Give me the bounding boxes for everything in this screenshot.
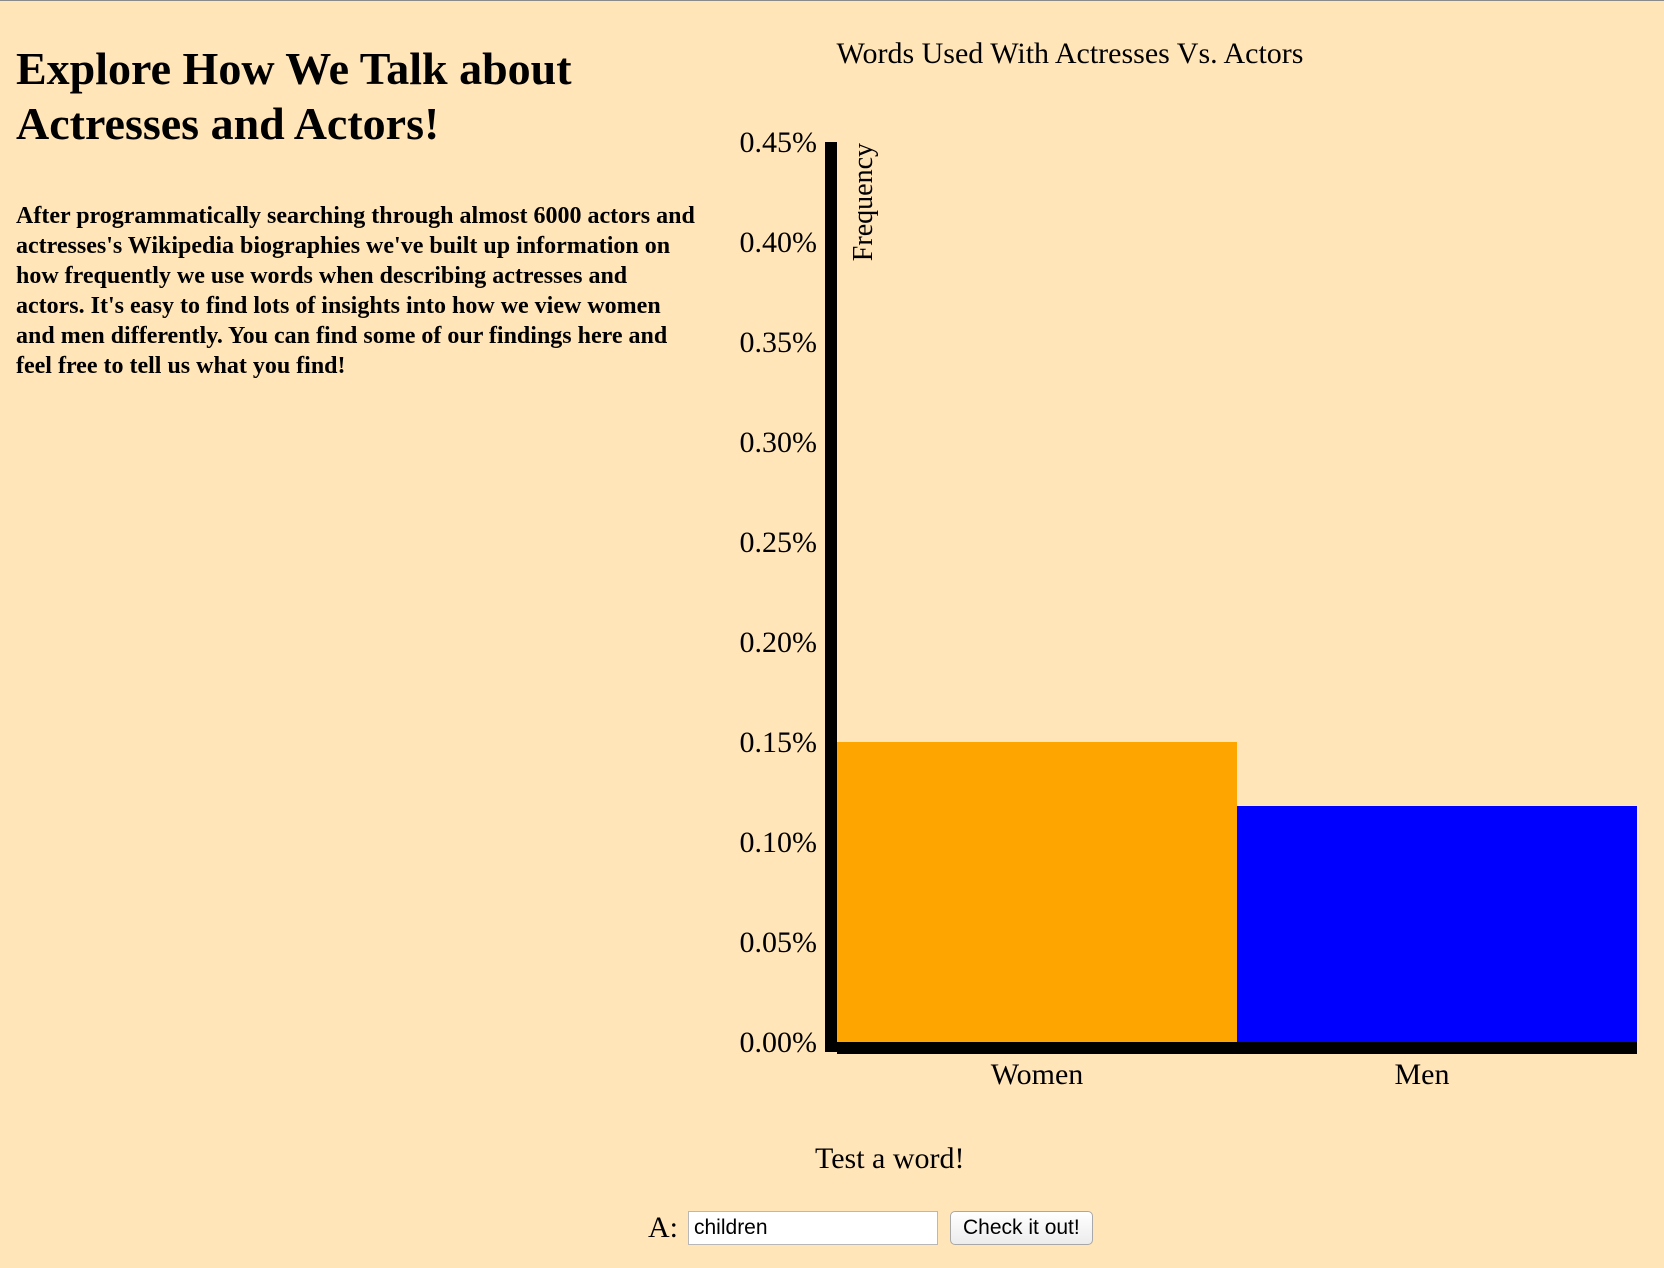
x-axis-labels: Women Men [991, 1058, 1450, 1091]
y-tick-label: 0.20% [740, 626, 818, 659]
y-tick-label: 0.15% [740, 726, 818, 759]
word-input[interactable] [688, 1211, 938, 1245]
y-tick-label: 0.35% [740, 326, 818, 359]
word-form: A: Check it out! [648, 1211, 1093, 1245]
test-word-heading: Test a word! [815, 1142, 965, 1175]
y-tick-label: 0.05% [740, 926, 818, 959]
chart-title: Words Used With Actresses Vs. Actors [837, 37, 1304, 70]
bars [837, 742, 1637, 1042]
y-tick-label: 0.25% [740, 526, 818, 559]
x-tick-label-men: Men [1395, 1058, 1450, 1091]
intro-paragraph: After programmatically searching through… [16, 203, 695, 379]
bar-chart: Words Used With Actresses Vs. Actors 0.0… [740, 37, 1637, 1091]
check-it-out-button[interactable]: Check it out! [950, 1211, 1093, 1245]
y-tick-label: 0.45% [740, 126, 818, 159]
bar-men [1237, 806, 1637, 1042]
y-axis-line [825, 142, 837, 1052]
y-tick-label: 0.30% [740, 426, 818, 459]
y-axis-ticks: 0.00% 0.05% 0.10% 0.15% 0.20% 0.25% 0.30% 0.35%… [740, 126, 818, 1059]
bar-women [837, 742, 1237, 1042]
y-tick-label: 0.10% [740, 826, 818, 859]
x-axis-line [837, 1042, 1637, 1054]
page-heading: Explore How We Talk about Actresses and … [16, 43, 572, 149]
input-label: A: [648, 1211, 678, 1244]
y-tick-label: 0.40% [740, 226, 818, 259]
y-tick-label: 0.00% [740, 1026, 818, 1059]
y-axis-label: Frequency [848, 143, 879, 261]
x-tick-label-women: Women [991, 1058, 1084, 1091]
left-panel: Explore How We Talk about Actresses and … [16, 41, 696, 381]
